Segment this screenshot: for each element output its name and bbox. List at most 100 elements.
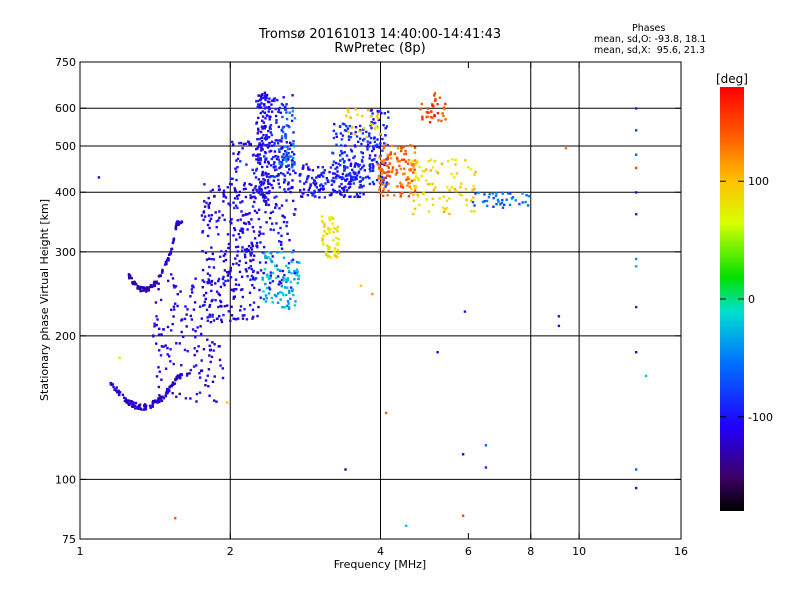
data-point bbox=[335, 143, 338, 146]
data-point bbox=[263, 200, 267, 203]
data-point bbox=[226, 233, 230, 236]
data-point bbox=[386, 153, 389, 157]
data-point bbox=[372, 147, 375, 151]
data-point bbox=[207, 385, 210, 388]
data-point bbox=[255, 154, 258, 157]
data-point bbox=[425, 198, 428, 201]
data-point bbox=[261, 110, 264, 113]
data-point bbox=[268, 150, 271, 153]
data-point bbox=[428, 121, 432, 124]
data-point bbox=[283, 273, 286, 277]
data-point bbox=[380, 112, 383, 115]
data-point bbox=[319, 187, 323, 190]
data-point bbox=[210, 289, 213, 293]
data-point bbox=[267, 136, 271, 139]
data-point bbox=[393, 194, 396, 197]
data-point bbox=[501, 191, 504, 194]
data-point bbox=[312, 182, 315, 185]
data-point bbox=[361, 166, 364, 169]
data-point bbox=[262, 178, 265, 181]
data-point bbox=[252, 277, 255, 281]
data-point bbox=[271, 271, 275, 275]
data-point bbox=[261, 143, 264, 147]
data-point bbox=[203, 280, 206, 284]
data-point bbox=[254, 185, 257, 188]
data-point bbox=[166, 353, 169, 356]
data-point bbox=[290, 119, 294, 123]
data-point bbox=[337, 251, 341, 255]
data-point bbox=[477, 191, 480, 194]
data-point bbox=[282, 256, 286, 259]
data-point bbox=[327, 228, 330, 232]
data-point bbox=[286, 304, 289, 308]
data-point bbox=[172, 315, 175, 318]
data-point bbox=[356, 194, 359, 198]
data-point bbox=[635, 153, 638, 156]
data-point bbox=[274, 165, 277, 168]
data-point bbox=[269, 115, 272, 119]
data-point bbox=[174, 227, 178, 231]
data-point bbox=[258, 99, 262, 102]
data-point bbox=[381, 149, 384, 152]
data-point bbox=[340, 144, 343, 147]
data-point bbox=[164, 394, 168, 398]
data-point bbox=[386, 158, 389, 161]
data-point bbox=[509, 192, 512, 195]
data-point bbox=[262, 271, 265, 275]
data-point bbox=[179, 373, 182, 376]
data-point bbox=[266, 179, 270, 182]
data-point bbox=[473, 210, 476, 213]
data-point bbox=[153, 325, 156, 328]
data-point bbox=[243, 253, 247, 256]
data-point bbox=[335, 132, 338, 135]
data-point bbox=[265, 297, 268, 300]
data-point bbox=[266, 198, 270, 201]
data-point bbox=[258, 104, 261, 107]
data-point bbox=[284, 136, 287, 140]
data-point bbox=[420, 102, 423, 106]
data-point bbox=[425, 111, 429, 114]
data-point bbox=[138, 405, 141, 409]
data-point bbox=[196, 326, 199, 329]
data-point bbox=[382, 146, 385, 150]
data-point bbox=[320, 173, 323, 177]
data-point bbox=[285, 111, 288, 114]
data-point bbox=[386, 155, 389, 158]
data-point bbox=[339, 159, 342, 162]
data-point bbox=[332, 136, 336, 140]
data-point bbox=[275, 264, 278, 267]
data-point bbox=[382, 189, 385, 193]
data-point bbox=[302, 188, 306, 191]
data-point bbox=[263, 194, 266, 197]
data-point bbox=[250, 248, 254, 251]
data-point bbox=[242, 213, 246, 217]
data-point bbox=[389, 152, 393, 156]
data-point bbox=[260, 125, 263, 128]
data-point bbox=[287, 183, 290, 186]
data-point bbox=[386, 144, 389, 147]
data-point bbox=[334, 177, 338, 180]
data-point bbox=[295, 273, 298, 277]
data-point bbox=[335, 236, 338, 240]
data-point bbox=[268, 118, 271, 121]
data-point bbox=[328, 247, 331, 250]
data-point bbox=[138, 403, 142, 406]
data-point bbox=[416, 160, 419, 163]
data-point bbox=[161, 395, 164, 398]
data-point bbox=[270, 144, 274, 147]
data-point bbox=[330, 179, 334, 182]
data-point bbox=[382, 183, 385, 186]
data-point bbox=[244, 222, 247, 225]
data-point bbox=[283, 306, 286, 309]
data-point bbox=[202, 294, 206, 297]
data-point bbox=[273, 264, 277, 267]
data-point bbox=[244, 268, 247, 271]
data-point bbox=[218, 210, 221, 213]
data-point bbox=[330, 183, 333, 186]
data-point bbox=[265, 94, 269, 97]
data-point bbox=[280, 135, 284, 138]
data-point bbox=[302, 164, 305, 167]
data-point bbox=[238, 270, 242, 274]
data-point bbox=[258, 94, 261, 97]
data-point bbox=[229, 266, 232, 270]
